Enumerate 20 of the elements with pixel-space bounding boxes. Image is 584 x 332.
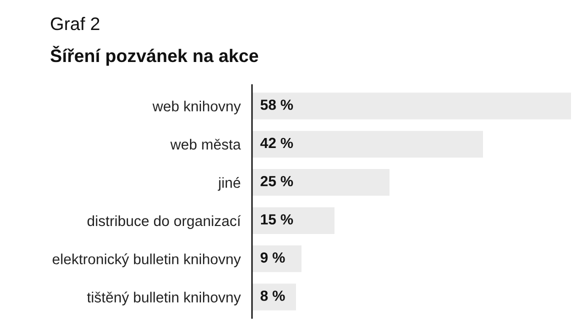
y-tick-label: web knihovny (152, 100, 241, 114)
bar (252, 245, 302, 272)
data-label: 58 % (260, 100, 293, 110)
bar (252, 169, 390, 196)
chart-subtitle: Šíření pozvánek na akce (50, 46, 258, 66)
bar (252, 207, 334, 234)
text: Graf 2 (50, 16, 100, 30)
y-tick-label: tištěný bulletin knihovny (87, 292, 241, 306)
bar (252, 284, 296, 310)
data-label: 8 % (260, 290, 285, 301)
y-tick-label: elektronický bulletin knihovny (52, 253, 241, 268)
data-label: 15 % (261, 214, 293, 225)
bar (252, 92, 571, 120)
y-tick-label: jiné (218, 177, 240, 191)
y-tick-label: distribuce do organizací (87, 215, 241, 229)
data-label: 9 % (260, 252, 285, 263)
y-tick-label: web města (170, 138, 241, 150)
data-label: 25 % (260, 176, 293, 186)
data-label: 42 % (260, 138, 293, 148)
bar (252, 130, 483, 158)
